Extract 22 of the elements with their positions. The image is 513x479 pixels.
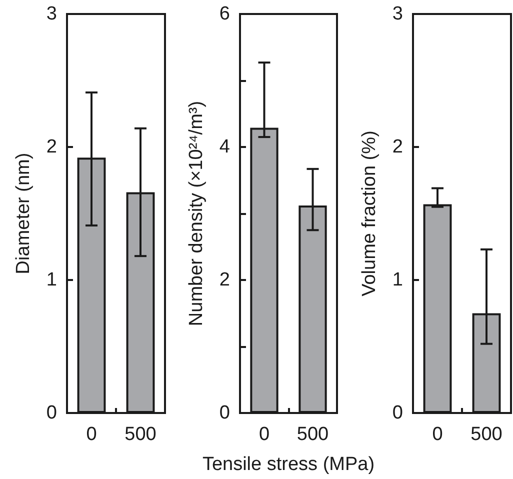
y-tick-label: 0 [46, 402, 57, 424]
x-tick-label: 500 [470, 424, 502, 445]
y-tick-label: 2 [392, 136, 403, 158]
y-tick-label: 3 [46, 4, 57, 24]
y-tick-label: 1 [46, 270, 57, 290]
x-tick-label: 0 [258, 424, 270, 445]
y-axis-title: Diameter (nm) [13, 152, 34, 274]
x-axis-title: Tensile stress (MPa) [202, 454, 375, 475]
y-tick-label: 4 [219, 136, 230, 158]
y-tick-label: 3 [392, 4, 403, 24]
y-axis-title: Volume fraction (%) [359, 130, 380, 296]
y-tick-label: 6 [219, 4, 230, 24]
y-tick-label: 2 [219, 270, 230, 290]
y-tick-label: 1 [392, 270, 403, 290]
y-tick-label: 2 [46, 136, 57, 158]
y-axis-title: Number density (×10²⁴/m³) [186, 100, 207, 326]
y-tick-label: 0 [219, 402, 230, 424]
x-tick-label: 0 [432, 424, 443, 445]
x-tick-label: 500 [296, 424, 329, 445]
x-tick-label: 0 [86, 424, 97, 445]
y-tick-label: 0 [392, 402, 403, 424]
x-tick-label: 500 [124, 424, 156, 445]
